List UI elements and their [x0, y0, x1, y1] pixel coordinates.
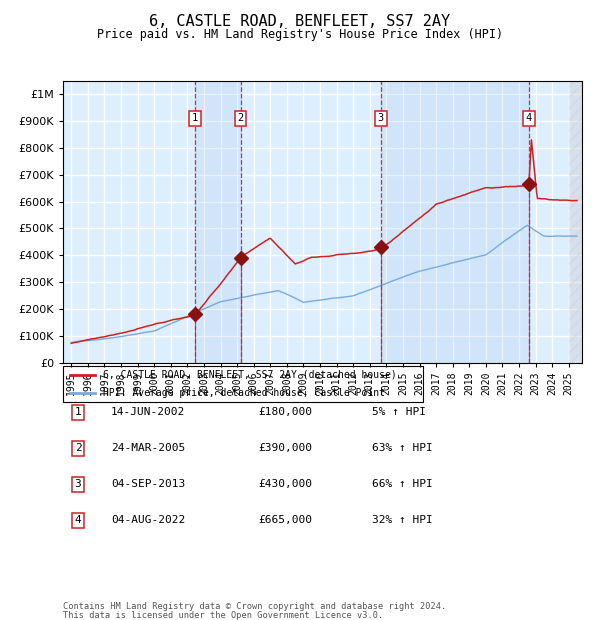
Bar: [195, 81, 241, 363]
Text: 04-SEP-2013: 04-SEP-2013: [111, 479, 185, 489]
Text: £390,000: £390,000: [258, 443, 312, 453]
Text: £180,000: £180,000: [258, 407, 312, 417]
Text: £665,000: £665,000: [258, 515, 312, 525]
Text: 3: 3: [378, 113, 384, 123]
Text: £430,000: £430,000: [258, 479, 312, 489]
Bar: [569, 81, 582, 363]
Text: 63% ↑ HPI: 63% ↑ HPI: [372, 443, 433, 453]
Text: 1: 1: [191, 113, 198, 123]
Text: 2: 2: [74, 443, 82, 453]
Text: 3: 3: [74, 479, 82, 489]
Text: 2: 2: [238, 113, 244, 123]
Text: 04-AUG-2022: 04-AUG-2022: [111, 515, 185, 525]
Text: This data is licensed under the Open Government Licence v3.0.: This data is licensed under the Open Gov…: [63, 611, 383, 620]
Text: 32% ↑ HPI: 32% ↑ HPI: [372, 515, 433, 525]
Text: 5% ↑ HPI: 5% ↑ HPI: [372, 407, 426, 417]
Text: 14-JUN-2002: 14-JUN-2002: [111, 407, 185, 417]
Text: 4: 4: [74, 515, 82, 525]
Text: Contains HM Land Registry data © Crown copyright and database right 2024.: Contains HM Land Registry data © Crown c…: [63, 602, 446, 611]
Text: 6, CASTLE ROAD, BENFLEET, SS7 2AY: 6, CASTLE ROAD, BENFLEET, SS7 2AY: [149, 14, 451, 29]
Text: 66% ↑ HPI: 66% ↑ HPI: [372, 479, 433, 489]
Text: 6, CASTLE ROAD, BENFLEET, SS7 2AY (detached house): 6, CASTLE ROAD, BENFLEET, SS7 2AY (detac…: [103, 370, 397, 380]
Text: Price paid vs. HM Land Registry's House Price Index (HPI): Price paid vs. HM Land Registry's House …: [97, 28, 503, 41]
Text: 24-MAR-2005: 24-MAR-2005: [111, 443, 185, 453]
Bar: [381, 81, 529, 363]
Text: 1: 1: [74, 407, 82, 417]
Text: HPI: Average price, detached house, Castle Point: HPI: Average price, detached house, Cast…: [103, 388, 385, 398]
Text: 4: 4: [526, 113, 532, 123]
